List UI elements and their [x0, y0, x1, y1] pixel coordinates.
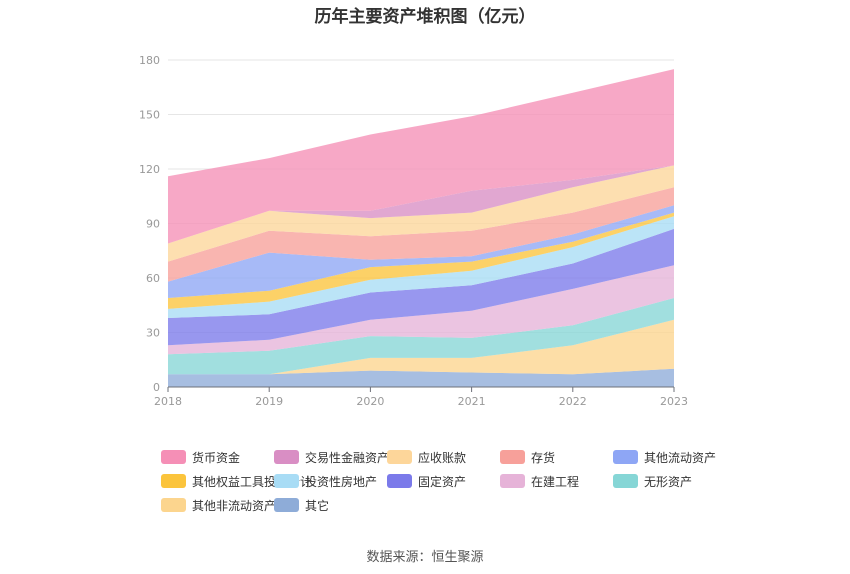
legend-label: 投资性房地产	[305, 474, 378, 489]
area-series-9	[168, 165, 674, 262]
area-series-1	[168, 319, 674, 375]
legend-label: 其他非流动资产	[192, 498, 277, 513]
legend-item[interactable]: 在建工程	[500, 472, 579, 490]
legend-item[interactable]: 其他流动资产	[613, 448, 716, 466]
legend-swatch	[161, 474, 186, 488]
y-tick-label: 150	[139, 109, 160, 122]
x-tick-label: 2018	[154, 395, 182, 408]
area-layer	[168, 69, 674, 387]
legend-swatch	[613, 450, 638, 464]
legend-item[interactable]: 其它	[274, 496, 329, 514]
area-series-10	[168, 165, 674, 244]
legend-swatch	[387, 474, 412, 488]
legend-swatch	[274, 474, 299, 488]
legend-label: 其它	[305, 498, 330, 513]
x-tick-label: 2019	[255, 395, 283, 408]
x-tick-label: 2022	[559, 395, 587, 408]
y-tick-label: 120	[139, 163, 160, 176]
data-source-note: 数据来源：恒生聚源	[366, 550, 484, 565]
y-tick-label: 180	[139, 54, 160, 67]
area-series-8	[168, 187, 674, 282]
axis-layer: 0 30 60 90 120 150 180 2018 2019 2020 2021 2022 2023	[139, 54, 688, 408]
legend-label: 存货	[531, 450, 556, 465]
area-series-0	[168, 368, 674, 387]
area-series-11	[168, 69, 674, 244]
legend-swatch	[613, 474, 638, 488]
legend-item[interactable]: 交易性金融资产	[274, 448, 389, 466]
y-tick-label: 60	[146, 272, 160, 285]
legend-swatch	[500, 450, 525, 464]
x-tick-label: 2020	[356, 395, 384, 408]
legend-label: 交易性金融资产	[305, 450, 390, 465]
legend-item[interactable]: 货币资金	[161, 448, 240, 466]
legend-swatch	[161, 498, 186, 512]
legend-label: 其他流动资产	[644, 450, 717, 465]
legend-swatch	[274, 498, 299, 512]
area-series-4	[168, 228, 674, 346]
x-tick-label: 2023	[660, 395, 688, 408]
legend-label: 应收账款	[418, 450, 467, 465]
legend-label: 固定资产	[418, 474, 467, 489]
area-series-3	[168, 265, 674, 355]
legend-item[interactable]: 无形资产	[613, 472, 692, 490]
area-series-5	[168, 216, 674, 318]
y-tick-label: 30	[146, 327, 160, 340]
legend-label: 货币资金	[192, 450, 241, 465]
chart-title: 历年主要资产堆积图（亿元）	[314, 7, 536, 27]
area-series-7	[168, 205, 674, 298]
area-series-2	[168, 298, 674, 375]
legend-item[interactable]: 其他非流动资产	[161, 496, 276, 514]
legend-label: 无形资产	[644, 474, 693, 489]
legend-swatch	[274, 450, 299, 464]
y-tick-label: 0	[153, 381, 160, 394]
area-series-6	[168, 212, 674, 309]
legend-item[interactable]: 存货	[500, 448, 555, 466]
legend-swatch	[161, 450, 186, 464]
legend-label: 在建工程	[531, 474, 580, 489]
legend-item[interactable]: 应收账款	[387, 448, 466, 466]
legend-swatch	[500, 474, 525, 488]
x-tick-label: 2021	[458, 395, 486, 408]
legend-item[interactable]: 固定资产	[387, 472, 466, 490]
legend-item[interactable]: 投资性房地产	[274, 472, 377, 490]
legend-swatch	[387, 450, 412, 464]
y-tick-label: 90	[146, 218, 160, 231]
